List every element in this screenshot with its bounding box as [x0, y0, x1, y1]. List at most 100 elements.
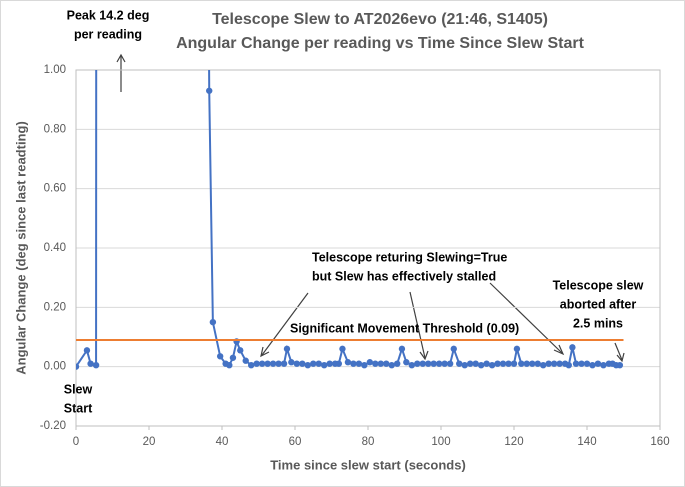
data-point — [569, 344, 576, 351]
data-point — [550, 360, 558, 367]
data-point — [229, 354, 237, 361]
data-point — [441, 360, 448, 367]
annotation: Telescope returing Slewing=True — [312, 250, 507, 264]
chart-title: Telescope Slew to AT2026evo (21:46, S140… — [212, 11, 548, 28]
y-tick-label: 0.80 — [44, 123, 66, 135]
data-point — [510, 360, 518, 367]
data-point — [534, 360, 541, 367]
data-point — [616, 361, 624, 369]
data-point — [578, 360, 585, 367]
annotation: Start — [64, 401, 93, 415]
data-point — [92, 361, 100, 369]
data-point — [600, 361, 607, 369]
data-point — [419, 360, 426, 367]
series-layer — [76, 70, 624, 370]
data-point — [518, 360, 525, 367]
data-point — [366, 359, 374, 366]
data-point — [505, 360, 512, 367]
data-point — [288, 359, 295, 366]
data-point — [377, 360, 384, 367]
y-tick-label: 0.40 — [44, 242, 66, 254]
data-point — [425, 360, 432, 367]
data-point — [299, 360, 306, 367]
data-point — [583, 360, 591, 367]
data-point — [461, 361, 468, 369]
annotation: per reading — [74, 27, 142, 41]
data-point — [450, 345, 457, 353]
x-tick-label: 40 — [216, 436, 229, 448]
data-point — [304, 361, 311, 369]
data-point — [414, 360, 421, 367]
data-point — [545, 360, 552, 367]
data-point — [430, 360, 437, 367]
data-point — [589, 361, 596, 369]
data-point — [248, 361, 255, 369]
data-point — [280, 360, 288, 367]
annotation: Peak 14.2 deg — [67, 8, 150, 22]
data-point — [488, 361, 496, 369]
y-tick-label: 0.60 — [44, 183, 66, 195]
annotation: Significant Movement Threshold (0.09) — [290, 321, 519, 335]
data-point — [264, 360, 271, 367]
data-point — [310, 360, 317, 367]
annotation: aborted after — [560, 297, 637, 311]
data-point — [326, 360, 333, 367]
annotation: Telescope slew — [553, 278, 644, 292]
x-tick-label: 100 — [431, 436, 450, 448]
data-point — [394, 360, 401, 367]
data-point — [361, 361, 368, 369]
data-point — [315, 360, 322, 367]
data-point — [372, 360, 379, 367]
data-point — [446, 360, 454, 367]
y-tick-label: 1.00 — [44, 64, 66, 76]
data-point — [403, 359, 410, 366]
data-point — [293, 360, 301, 367]
data-point — [258, 360, 266, 367]
y-axis-label: Angular Change (deg since last readting) — [13, 121, 28, 375]
data-point — [269, 360, 277, 367]
y-tick-label: 0.00 — [44, 361, 66, 373]
data-point — [350, 360, 357, 367]
data-point — [335, 360, 342, 367]
x-tick-label: 160 — [650, 436, 669, 448]
data-point — [540, 361, 547, 369]
data-point — [321, 361, 328, 369]
data-point — [456, 360, 463, 367]
data-point — [209, 318, 217, 326]
data-point — [398, 345, 406, 353]
annotation: Slew — [64, 382, 93, 396]
data-point — [253, 360, 260, 367]
data-point — [76, 363, 80, 370]
data-point — [344, 359, 352, 366]
x-tick-label: 0 — [73, 436, 79, 448]
x-tick-label: 20 — [143, 436, 156, 448]
y-tick-label: 0.20 — [44, 301, 66, 313]
data-point — [388, 361, 395, 369]
annotation: 2.5 mins — [573, 316, 623, 330]
chart-subtitle: Angular Change per reading vs Time Since… — [176, 35, 584, 52]
x-axis-label: Time since slew start (seconds) — [270, 457, 466, 472]
data-point — [83, 347, 91, 354]
data-point — [594, 360, 602, 367]
data-point — [477, 361, 485, 369]
data-point — [383, 360, 390, 367]
y-tick-label: -0.20 — [40, 420, 66, 432]
data-point — [408, 361, 415, 369]
data-point — [572, 360, 580, 367]
data-point — [565, 361, 572, 369]
data-point — [494, 360, 501, 367]
data-point — [529, 360, 536, 367]
x-tick-label: 120 — [504, 436, 523, 448]
data-point — [523, 360, 530, 367]
data-point — [226, 361, 233, 369]
data-point — [467, 360, 474, 367]
data-point — [283, 345, 291, 353]
data-point — [556, 360, 563, 367]
data-point — [483, 360, 490, 367]
data-point — [216, 353, 224, 360]
x-tick-label: 60 — [289, 436, 302, 448]
data-point — [435, 360, 443, 367]
data-point — [275, 360, 282, 367]
